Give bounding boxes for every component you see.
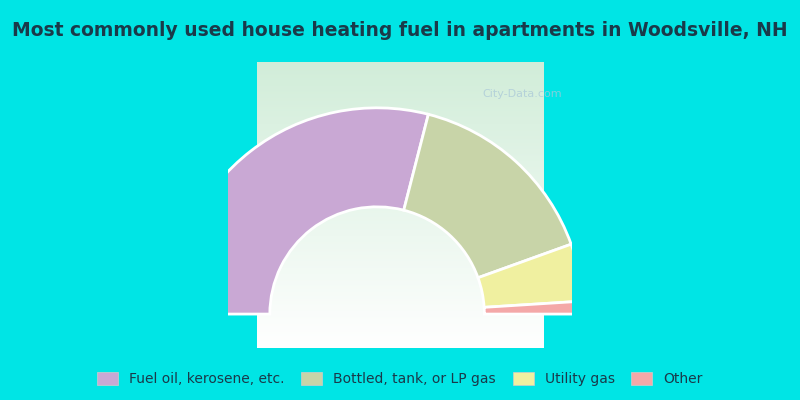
Text: Most commonly used house heating fuel in apartments in Woodsville, NH: Most commonly used house heating fuel in… bbox=[12, 22, 788, 40]
Legend: Fuel oil, kerosene, etc., Bottled, tank, or LP gas, Utility gas, Other: Fuel oil, kerosene, etc., Bottled, tank,… bbox=[90, 365, 710, 393]
Wedge shape bbox=[404, 114, 571, 278]
Wedge shape bbox=[171, 108, 428, 314]
Wedge shape bbox=[478, 244, 583, 307]
Text: City-Data.com: City-Data.com bbox=[482, 89, 562, 99]
Wedge shape bbox=[484, 301, 583, 314]
